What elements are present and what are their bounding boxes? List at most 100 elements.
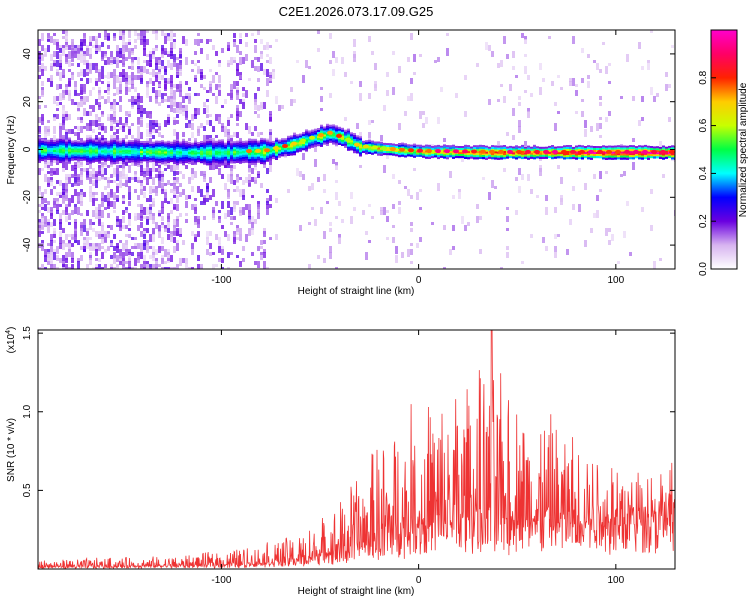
noise-cell: [86, 78, 89, 84]
ridge-cell: [128, 156, 131, 159]
noise-cell: [128, 234, 131, 238]
noise-cell: [92, 243, 95, 251]
ridge-cell: [86, 157, 89, 161]
ridge-cell: [392, 153, 395, 156]
noise-cell: [62, 162, 65, 168]
ridge-cell: [401, 150, 404, 153]
ridge-cell: [38, 146, 41, 149]
ridge-cell: [431, 153, 434, 157]
ridge-cell: [470, 156, 473, 159]
noise-cell: [599, 171, 602, 179]
ridge-cell: [197, 148, 200, 151]
noise-cell: [122, 252, 125, 258]
ridge-cell: [44, 141, 47, 144]
ridge-cell: [476, 147, 479, 150]
noise-cell: [47, 132, 50, 136]
noise-cell: [191, 132, 194, 138]
noise-cell: [113, 60, 116, 64]
ridge-cell: [611, 153, 614, 156]
noise-cell: [170, 30, 173, 37]
noise-cell: [518, 126, 521, 133]
ridge-cell: [323, 140, 326, 143]
noise-cell: [185, 81, 188, 85]
ridge-cell: [350, 142, 353, 145]
ridge-cell: [137, 148, 140, 151]
ridge-cell: [281, 150, 284, 153]
ridge-cell: [128, 140, 131, 143]
ridge-cell: [593, 146, 596, 149]
noise-cell: [371, 51, 374, 55]
ridge-cell: [125, 141, 128, 144]
ridge-cell: [77, 156, 80, 159]
noise-cell: [170, 189, 173, 193]
ridge-cell: [224, 142, 227, 145]
ridge-cell: [635, 146, 638, 149]
ridge-cell: [158, 152, 161, 155]
spectrogram-ytick-label: 40: [22, 48, 33, 60]
noise-cell: [203, 216, 206, 220]
noise-cell: [86, 111, 89, 116]
noise-cell: [122, 264, 125, 269]
ridge-cell: [248, 157, 251, 160]
noise-cell: [38, 219, 41, 223]
ridge-cell: [548, 145, 551, 149]
ridge-cell: [116, 145, 119, 148]
ridge-cell: [152, 141, 155, 144]
ridge-cell: [608, 145, 611, 148]
ridge-cell: [182, 149, 185, 152]
ridge-hotspot: [606, 149, 612, 154]
noise-cell: [140, 36, 143, 40]
noise-cell: [80, 120, 83, 123]
ridge-cell: [662, 155, 665, 158]
noise-cell: [86, 231, 89, 236]
ridge-cell: [296, 142, 299, 145]
noise-cell: [77, 72, 80, 77]
ridge-cell: [215, 162, 218, 165]
noise-cell: [113, 234, 116, 239]
ridge-cell: [125, 151, 128, 154]
ridge-cell: [617, 155, 620, 158]
noise-cell: [218, 237, 221, 244]
ridge-cell: [104, 141, 107, 144]
ridge-cell: [287, 141, 290, 144]
ridge-cell: [458, 152, 461, 155]
noise-cell: [539, 87, 542, 95]
ridge-cell: [605, 145, 608, 148]
ridge-cell: [71, 154, 74, 157]
noise-cell: [227, 210, 230, 217]
noise-cell: [143, 177, 146, 180]
ridge-cell: [293, 145, 296, 148]
ridge-cell: [371, 152, 374, 155]
noise-cell: [107, 72, 110, 79]
ridge-cell: [191, 146, 194, 149]
noise-cell: [467, 222, 470, 226]
noise-cell: [62, 45, 65, 48]
noise-cell: [392, 204, 395, 209]
ridge-cell: [548, 149, 551, 153]
noise-cell: [143, 66, 146, 73]
ridge-cell: [524, 148, 527, 151]
noise-cell: [50, 213, 53, 219]
ridge-cell: [155, 140, 158, 143]
ridge-cell: [248, 161, 251, 164]
noise-cell: [155, 249, 158, 255]
ridge-cell: [59, 158, 62, 162]
ridge-cell: [176, 163, 179, 166]
ridge-cell: [635, 154, 638, 157]
ridge-cell: [614, 155, 617, 158]
noise-cell: [197, 60, 200, 63]
ridge-cell: [152, 143, 155, 146]
noise-cell: [509, 84, 512, 91]
ridge-cell: [44, 139, 47, 142]
noise-cell: [170, 267, 173, 269]
noise-cell: [233, 204, 236, 212]
noise-cell: [62, 114, 65, 118]
ridge-cell: [593, 150, 596, 153]
ridge-cell: [497, 157, 500, 160]
ridge-cell: [341, 139, 344, 142]
ridge-hotspot: [471, 149, 477, 154]
noise-cell: [179, 108, 182, 114]
noise-cell: [164, 84, 167, 91]
ridge-cell: [155, 142, 158, 145]
noise-cell: [47, 129, 50, 132]
